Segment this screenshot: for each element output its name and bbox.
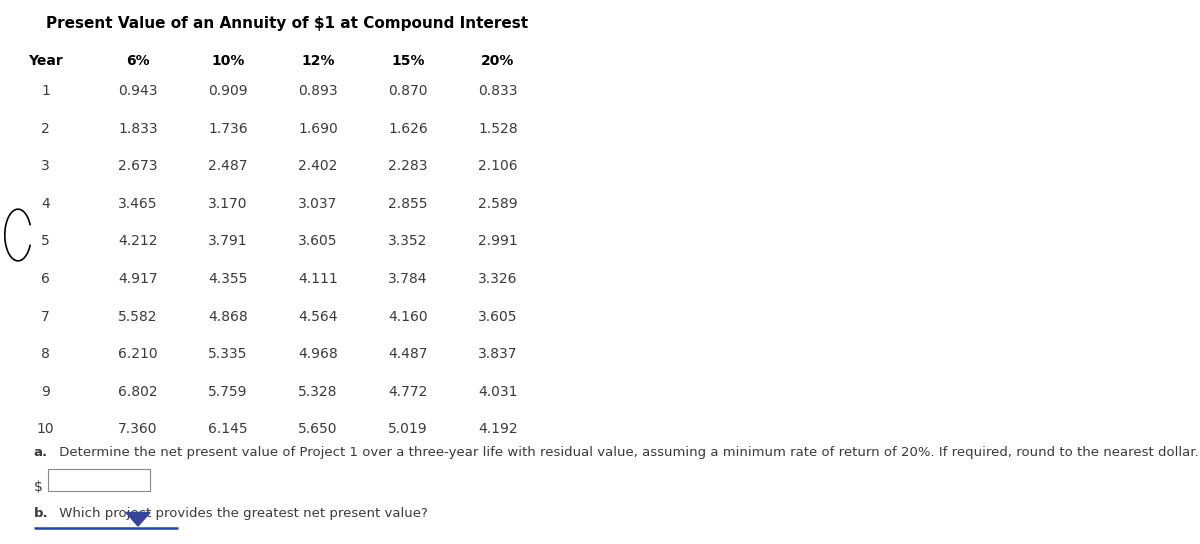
Text: Year: Year [29, 54, 62, 69]
Text: 4.212: 4.212 [119, 234, 157, 249]
Text: 3.352: 3.352 [389, 234, 427, 249]
Text: 1: 1 [41, 84, 50, 98]
Text: Determine the net present value of Project 1 over a three-year life with residua: Determine the net present value of Proje… [55, 446, 1199, 459]
Text: 12%: 12% [301, 54, 335, 69]
Text: 5.582: 5.582 [119, 310, 157, 324]
Text: 4.160: 4.160 [388, 310, 428, 324]
Text: 4.111: 4.111 [298, 272, 338, 286]
Text: 0.833: 0.833 [479, 84, 517, 98]
Text: 4.192: 4.192 [478, 422, 518, 436]
Text: 2.106: 2.106 [478, 159, 518, 174]
Text: 3: 3 [41, 159, 50, 174]
Text: 2.855: 2.855 [389, 197, 427, 211]
Text: 7.360: 7.360 [119, 422, 157, 436]
Text: 3.784: 3.784 [389, 272, 427, 286]
Text: 20%: 20% [481, 54, 515, 69]
Text: 2.673: 2.673 [119, 159, 157, 174]
Text: 1.626: 1.626 [388, 122, 428, 136]
FancyBboxPatch shape [48, 469, 150, 491]
Text: 5.328: 5.328 [299, 385, 337, 399]
Text: 5.335: 5.335 [209, 347, 247, 361]
Text: 8: 8 [41, 347, 50, 361]
Text: 1.528: 1.528 [478, 122, 518, 136]
Text: 2.283: 2.283 [389, 159, 427, 174]
Polygon shape [126, 512, 150, 526]
Text: 2.487: 2.487 [209, 159, 247, 174]
Text: 6.802: 6.802 [118, 385, 158, 399]
Text: $: $ [34, 480, 42, 494]
Text: 0.943: 0.943 [119, 84, 157, 98]
Text: 1.833: 1.833 [118, 122, 158, 136]
Text: 1.690: 1.690 [298, 122, 338, 136]
Text: 3.037: 3.037 [299, 197, 337, 211]
Text: 4.968: 4.968 [298, 347, 338, 361]
Text: Present Value of an Annuity of $1 at Compound Interest: Present Value of an Annuity of $1 at Com… [46, 16, 528, 32]
Text: 3.605: 3.605 [299, 234, 337, 249]
Text: 4.031: 4.031 [479, 385, 517, 399]
Text: 5.650: 5.650 [299, 422, 337, 436]
Text: 2.589: 2.589 [478, 197, 518, 211]
Text: 4.772: 4.772 [389, 385, 427, 399]
Text: 1.736: 1.736 [208, 122, 248, 136]
Text: 0.893: 0.893 [298, 84, 338, 98]
Text: 3.465: 3.465 [119, 197, 157, 211]
Text: 3.326: 3.326 [479, 272, 517, 286]
Text: 5: 5 [41, 234, 50, 249]
Text: 6.210: 6.210 [118, 347, 158, 361]
Text: 10%: 10% [211, 54, 245, 69]
Text: 2.402: 2.402 [299, 159, 337, 174]
Text: 4.355: 4.355 [209, 272, 247, 286]
Text: 6.145: 6.145 [208, 422, 248, 436]
Text: 4.564: 4.564 [299, 310, 337, 324]
Text: 5.759: 5.759 [209, 385, 247, 399]
Text: 4: 4 [41, 197, 50, 211]
Text: 3.837: 3.837 [479, 347, 517, 361]
Text: 4.487: 4.487 [389, 347, 427, 361]
Text: 6%: 6% [126, 54, 150, 69]
Text: 6: 6 [41, 272, 50, 286]
Text: b.: b. [34, 507, 48, 520]
Text: 2.991: 2.991 [478, 234, 518, 249]
Text: 0.870: 0.870 [389, 84, 427, 98]
Text: 10: 10 [37, 422, 54, 436]
Text: 3.605: 3.605 [479, 310, 517, 324]
Text: 4.868: 4.868 [208, 310, 248, 324]
Text: a.: a. [34, 446, 48, 459]
Text: 15%: 15% [391, 54, 425, 69]
Text: 3.791: 3.791 [208, 234, 248, 249]
Text: 5.019: 5.019 [388, 422, 428, 436]
Text: 3.170: 3.170 [209, 197, 247, 211]
Text: 9: 9 [41, 385, 50, 399]
Text: 2: 2 [41, 122, 50, 136]
Text: 4.917: 4.917 [118, 272, 158, 286]
Text: 0.909: 0.909 [208, 84, 248, 98]
Text: Which project provides the greatest net present value?: Which project provides the greatest net … [55, 507, 428, 520]
Text: 7: 7 [41, 310, 50, 324]
